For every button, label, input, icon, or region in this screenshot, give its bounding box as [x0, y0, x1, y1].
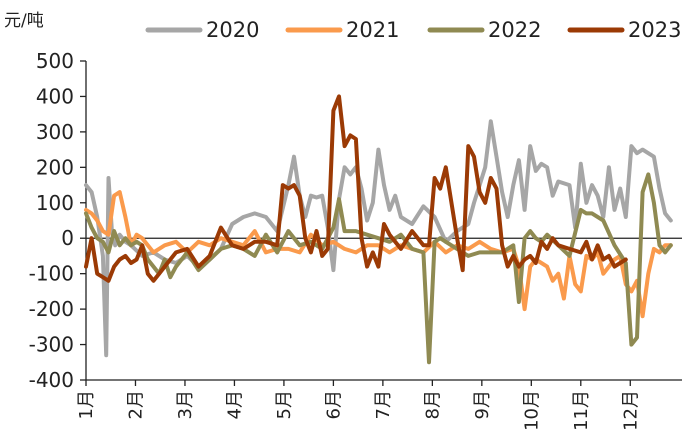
y-tick-label: 200: [36, 155, 74, 179]
x-tick-label: 2月: [125, 390, 146, 419]
legend: 2020 2021 2022 2023: [145, 18, 681, 42]
y-tick-label: 100: [36, 191, 74, 215]
x-tick-label: 9月: [472, 390, 493, 419]
x-tick-label: 3月: [175, 390, 196, 419]
x-tick-label: 5月: [274, 390, 295, 419]
x-tick-label: 7月: [373, 390, 394, 419]
x-tick-label: 12月: [620, 390, 641, 431]
x-tick-label: 11月: [571, 390, 592, 431]
y-tick-label: -300: [29, 333, 74, 357]
y-tick-label: 0: [61, 226, 74, 250]
axes: [80, 60, 682, 386]
y-tick-label: 300: [36, 120, 74, 144]
legend-label-2021: 2021: [346, 18, 399, 42]
y-tick-label: -400: [29, 368, 74, 392]
series-lines: [84, 94, 673, 365]
y-tick-label: 500: [36, 49, 74, 73]
y-tick-label: 400: [36, 84, 74, 108]
y-tick-label: -100: [29, 262, 74, 286]
x-tick-label: 10月: [521, 390, 542, 431]
series-line-2023: [84, 94, 628, 283]
legend-label-2023: 2023: [628, 18, 681, 42]
y-unit-label: 元/吨: [4, 11, 44, 31]
x-tick-label: 1月: [76, 390, 97, 419]
x-tick-label: 6月: [323, 390, 344, 419]
x-tick-labels: 1月 2月 3月 4月 5月 6月 7月 8月 9月 10月 11月 12月: [76, 390, 641, 431]
y-tick-label: -200: [29, 297, 74, 321]
legend-label-2022: 2022: [488, 18, 541, 42]
x-tick-label: 8月: [422, 390, 443, 419]
x-tick-label: 4月: [224, 390, 245, 419]
series-line-2022: [84, 172, 673, 365]
legend-label-2020: 2020: [206, 18, 259, 42]
y-tick-labels: 500 400 300 200 100 0 -100 -200 -300 -400: [29, 49, 74, 392]
